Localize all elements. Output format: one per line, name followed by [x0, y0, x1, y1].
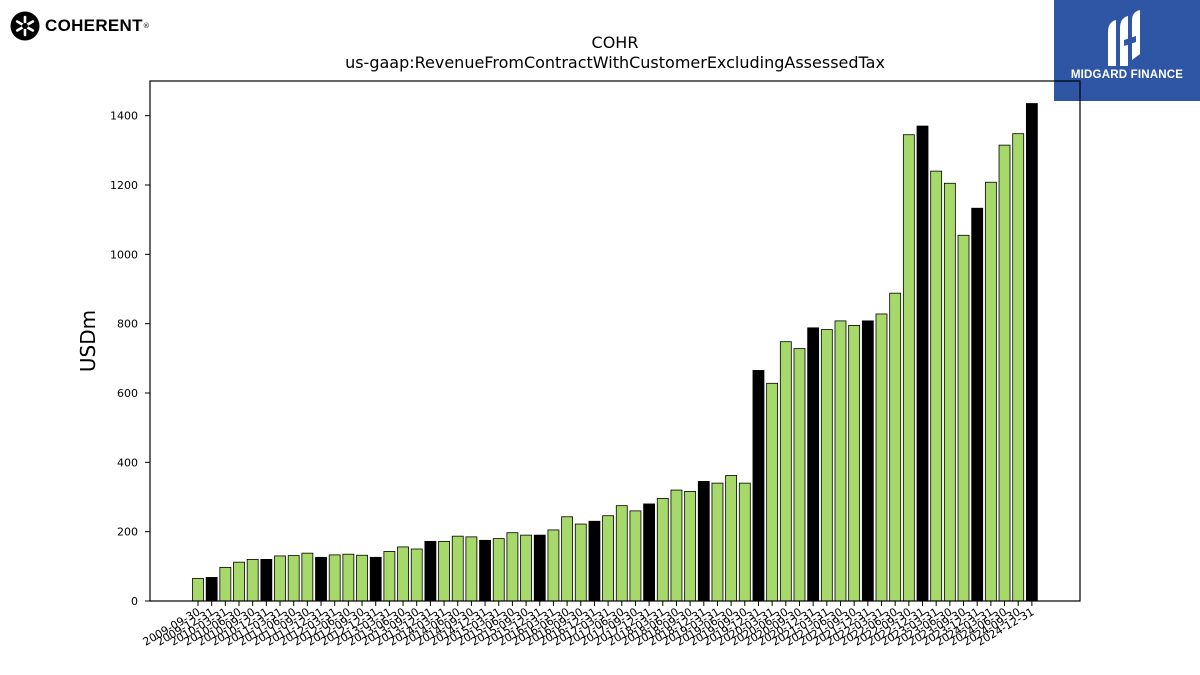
bar-2023-09-30 [957, 234, 970, 602]
bar-2013-03-31 [383, 551, 396, 602]
y-tick-label-600: 600 [117, 387, 138, 400]
bar-2012-09-30 [356, 554, 368, 602]
bar-2013-12-31 [424, 540, 437, 602]
bar-2019-12-31 [752, 370, 765, 602]
bar-2016-03-31 [547, 529, 560, 602]
bar-2015-09-30 [520, 534, 532, 602]
bar-2023-12-31 [971, 207, 984, 602]
bar-2018-09-30 [684, 491, 697, 602]
bar-2017-06-30 [615, 505, 628, 602]
bar-2018-06-30 [670, 489, 683, 602]
bar-2016-06-30 [561, 516, 573, 602]
bar-2024-06-30 [998, 144, 1011, 602]
bar-2010-09-30 [246, 559, 259, 602]
bar-2012-03-31 [328, 554, 341, 602]
bar-2014-06-30 [451, 535, 464, 602]
y-tick-label-0: 0 [131, 595, 138, 608]
bar-2019-06-30 [725, 475, 738, 602]
bar-2020-03-31 [766, 382, 779, 602]
bar-2011-09-30 [301, 552, 314, 602]
bar-2014-03-31 [438, 540, 450, 602]
y-axis-label: USDm [76, 310, 100, 372]
coherent-mark-icon [10, 11, 40, 41]
bar-2013-06-30 [397, 546, 409, 602]
bar-2018-03-31 [656, 497, 669, 602]
bar-2020-06-30 [779, 341, 792, 602]
chart-subtitle: us-gaap:RevenueFromContractWithCustomerE… [345, 53, 885, 72]
bar-2024-09-30 [1012, 133, 1025, 602]
bar-2021-06-30 [834, 320, 847, 602]
bar-2022-06-30 [889, 292, 902, 602]
midgard-logo-text: MIDGARD FINANCE [1070, 69, 1184, 81]
bar-2019-03-31 [711, 482, 724, 602]
bar-2010-03-31 [219, 566, 232, 602]
bar-2015-06-30 [506, 532, 519, 602]
bar-2010-06-30 [233, 561, 245, 602]
bar-2021-09-30 [848, 324, 861, 602]
bar-2012-12-31 [369, 556, 382, 602]
y-tick-label-1200: 1200 [110, 179, 138, 192]
bar-2022-09-30 [902, 134, 915, 602]
bar-2015-12-31 [533, 534, 546, 602]
bar-2020-09-30 [793, 348, 806, 602]
bar-2016-12-31 [588, 520, 601, 602]
midgard-mark-icon [1108, 10, 1140, 66]
bar-2010-12-31 [260, 559, 273, 602]
bar-2023-03-31 [930, 170, 943, 602]
bar-2014-12-31 [479, 539, 491, 602]
chart-title: COHR [591, 33, 639, 52]
bar-2017-03-31 [602, 515, 614, 602]
bar-2024-12-31 [1025, 103, 1038, 602]
bar-2011-06-30 [287, 555, 300, 602]
bar-2022-03-31 [875, 313, 888, 602]
bar-2021-03-31 [820, 329, 833, 602]
bar-2014-09-30 [465, 536, 478, 602]
bar-2021-12-31 [861, 320, 874, 602]
plot-frame [149, 80, 1081, 602]
bar-2009-09-30 [192, 578, 204, 602]
bar-2020-12-31 [807, 327, 820, 602]
bar-2022-12-31 [916, 125, 929, 602]
registered-mark: ® [142, 22, 150, 30]
bar-2011-12-31 [315, 556, 327, 602]
bar-2023-06-30 [943, 182, 956, 602]
y-tick-label-1000: 1000 [110, 248, 138, 261]
bar-2009-12-31 [205, 577, 218, 602]
coherent-logo: COHERENT ® [10, 10, 150, 42]
bar-2017-12-31 [643, 503, 656, 602]
y-tick-label-400: 400 [117, 456, 138, 469]
y-tick-label-200: 200 [117, 526, 138, 539]
bar-2011-03-31 [274, 555, 286, 602]
bar-2013-09-30 [410, 548, 423, 602]
bar-2018-12-31 [697, 480, 710, 602]
bar-2016-09-30 [574, 523, 587, 602]
midgard-finance-logo: MIDGARD FINANCE [1054, 0, 1200, 101]
coherent-logo-text: COHERENT [45, 16, 143, 35]
bar-2015-03-31 [492, 538, 505, 602]
y-tick-label-800: 800 [117, 318, 138, 331]
bar-2017-09-30 [629, 510, 642, 602]
y-tick-label-1400: 1400 [110, 110, 138, 123]
bar-2024-03-31 [984, 181, 997, 602]
bar-2019-09-30 [738, 482, 751, 602]
bar-2012-06-30 [342, 553, 355, 602]
